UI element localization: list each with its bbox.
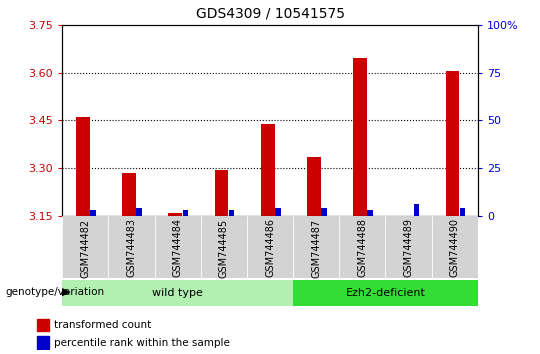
Text: GSM744485: GSM744485 [219, 218, 229, 278]
Text: GSM744488: GSM744488 [357, 218, 367, 278]
Bar [414, 205, 419, 216]
Text: ▶: ▶ [62, 287, 71, 297]
Bar [353, 58, 367, 216]
Text: GSM744490: GSM744490 [450, 218, 460, 278]
Bar [386, 216, 431, 278]
Text: genotype/variation: genotype/variation [5, 287, 105, 297]
Text: Ezh2-deficient: Ezh2-deficient [346, 288, 426, 298]
Text: GSM744487: GSM744487 [311, 218, 321, 278]
Text: GSM744486: GSM744486 [265, 218, 275, 278]
Bar [37, 319, 50, 331]
Text: GSM744489: GSM744489 [403, 218, 414, 278]
Bar [37, 336, 50, 349]
Bar [368, 210, 373, 216]
Bar [137, 208, 142, 216]
Bar [261, 124, 275, 216]
Bar [62, 280, 293, 306]
Bar [339, 216, 386, 278]
Bar [293, 280, 478, 306]
Bar [431, 216, 478, 278]
Bar [183, 210, 188, 216]
Text: transformed count: transformed count [54, 320, 152, 330]
Bar [122, 173, 136, 216]
Bar [76, 117, 90, 216]
Bar [247, 216, 293, 278]
Bar [201, 216, 247, 278]
Bar [446, 71, 460, 216]
Text: percentile rank within the sample: percentile rank within the sample [54, 338, 230, 348]
Title: GDS4309 / 10541575: GDS4309 / 10541575 [195, 7, 345, 21]
Bar [62, 216, 109, 278]
Text: wild type: wild type [152, 288, 203, 298]
Bar [109, 216, 154, 278]
Bar [460, 208, 465, 216]
Text: GSM744483: GSM744483 [126, 218, 137, 278]
Bar [90, 210, 96, 216]
Bar [168, 213, 182, 216]
Bar [321, 208, 327, 216]
Bar [293, 216, 339, 278]
Bar [229, 210, 234, 216]
Text: GSM744482: GSM744482 [80, 218, 90, 278]
Text: GSM744484: GSM744484 [173, 218, 183, 278]
Bar [275, 208, 281, 216]
Bar [307, 157, 321, 216]
Bar [214, 170, 228, 216]
Bar [154, 216, 201, 278]
